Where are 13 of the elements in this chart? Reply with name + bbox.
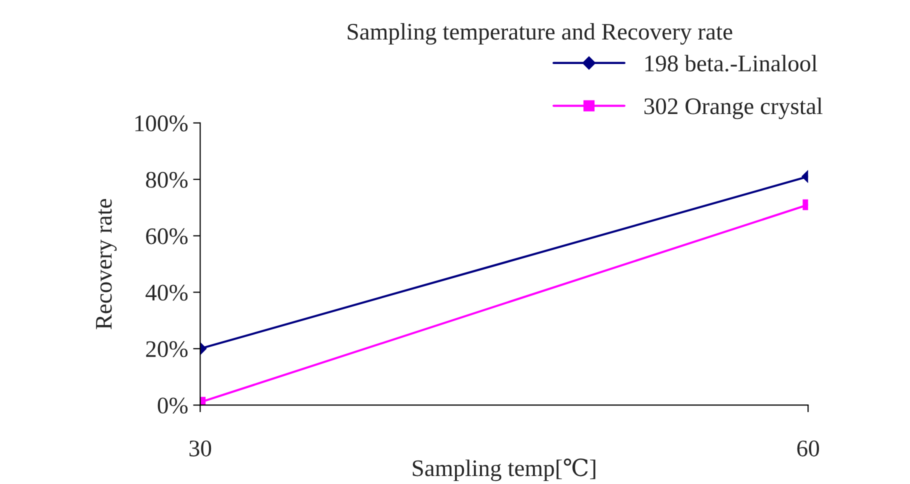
y-tick-label: 20% xyxy=(146,341,188,358)
y-tick-label: 100% xyxy=(135,115,188,132)
x-tick-label: 60 xyxy=(797,440,819,456)
x-axis-title: Sampling temp[℃] xyxy=(412,458,596,482)
chart-title: Sampling temperature and Recovery rate xyxy=(348,23,732,45)
legend-label: 302 Orange crystal xyxy=(644,98,822,120)
legend-label: 198 beta.-Linalool xyxy=(645,54,818,72)
y-axis-title: Recovery rate xyxy=(96,198,117,330)
x-tick-label: 30 xyxy=(190,440,212,456)
y-tick-label: 80% xyxy=(146,172,188,188)
y-tick-label: 0% xyxy=(158,398,188,414)
y-tick-label: 60% xyxy=(146,228,188,244)
y-tick-label: 40% xyxy=(146,284,188,301)
